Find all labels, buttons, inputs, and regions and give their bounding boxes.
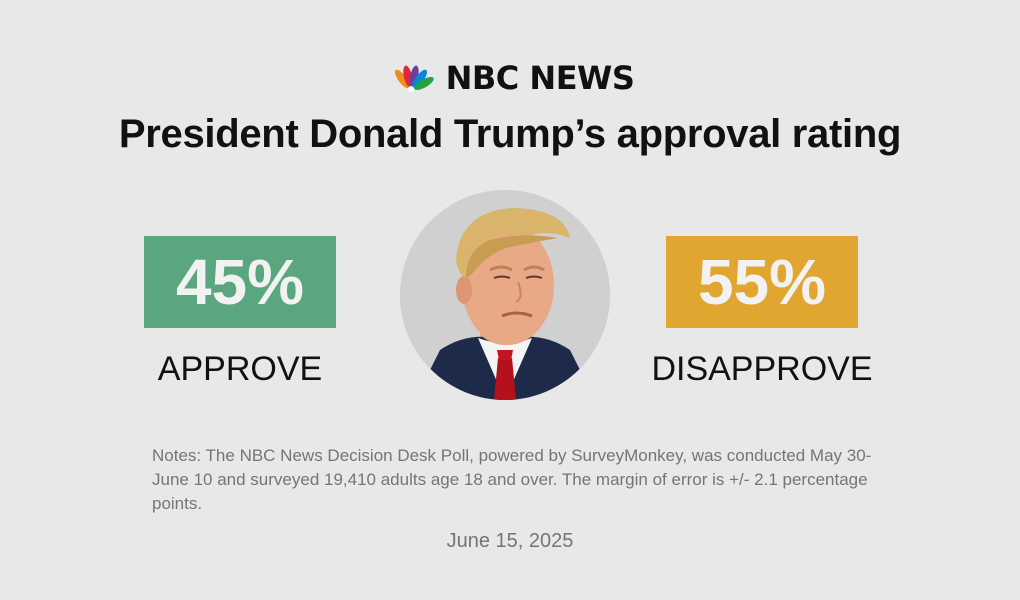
- approve-label: APPROVE: [157, 350, 323, 388]
- portrait-illustration: [400, 190, 610, 400]
- disapprove-label: DISAPPROVE: [651, 350, 873, 388]
- publish-date: June 15, 2025: [446, 530, 574, 552]
- brand-name: NBC NEWS: [445, 59, 635, 97]
- page-title: President Donald Trump’s approval rating: [118, 112, 902, 156]
- nbc-peacock-icon: [394, 65, 434, 92]
- disapprove-value-box: 55%: [666, 236, 858, 328]
- brand-header: NBC NEWS: [0, 58, 1020, 98]
- poll-notes: Notes: The NBC News Decision Desk Poll, …: [152, 446, 872, 513]
- portrait-photo: [400, 190, 610, 400]
- approve-value-box: 45%: [144, 236, 336, 328]
